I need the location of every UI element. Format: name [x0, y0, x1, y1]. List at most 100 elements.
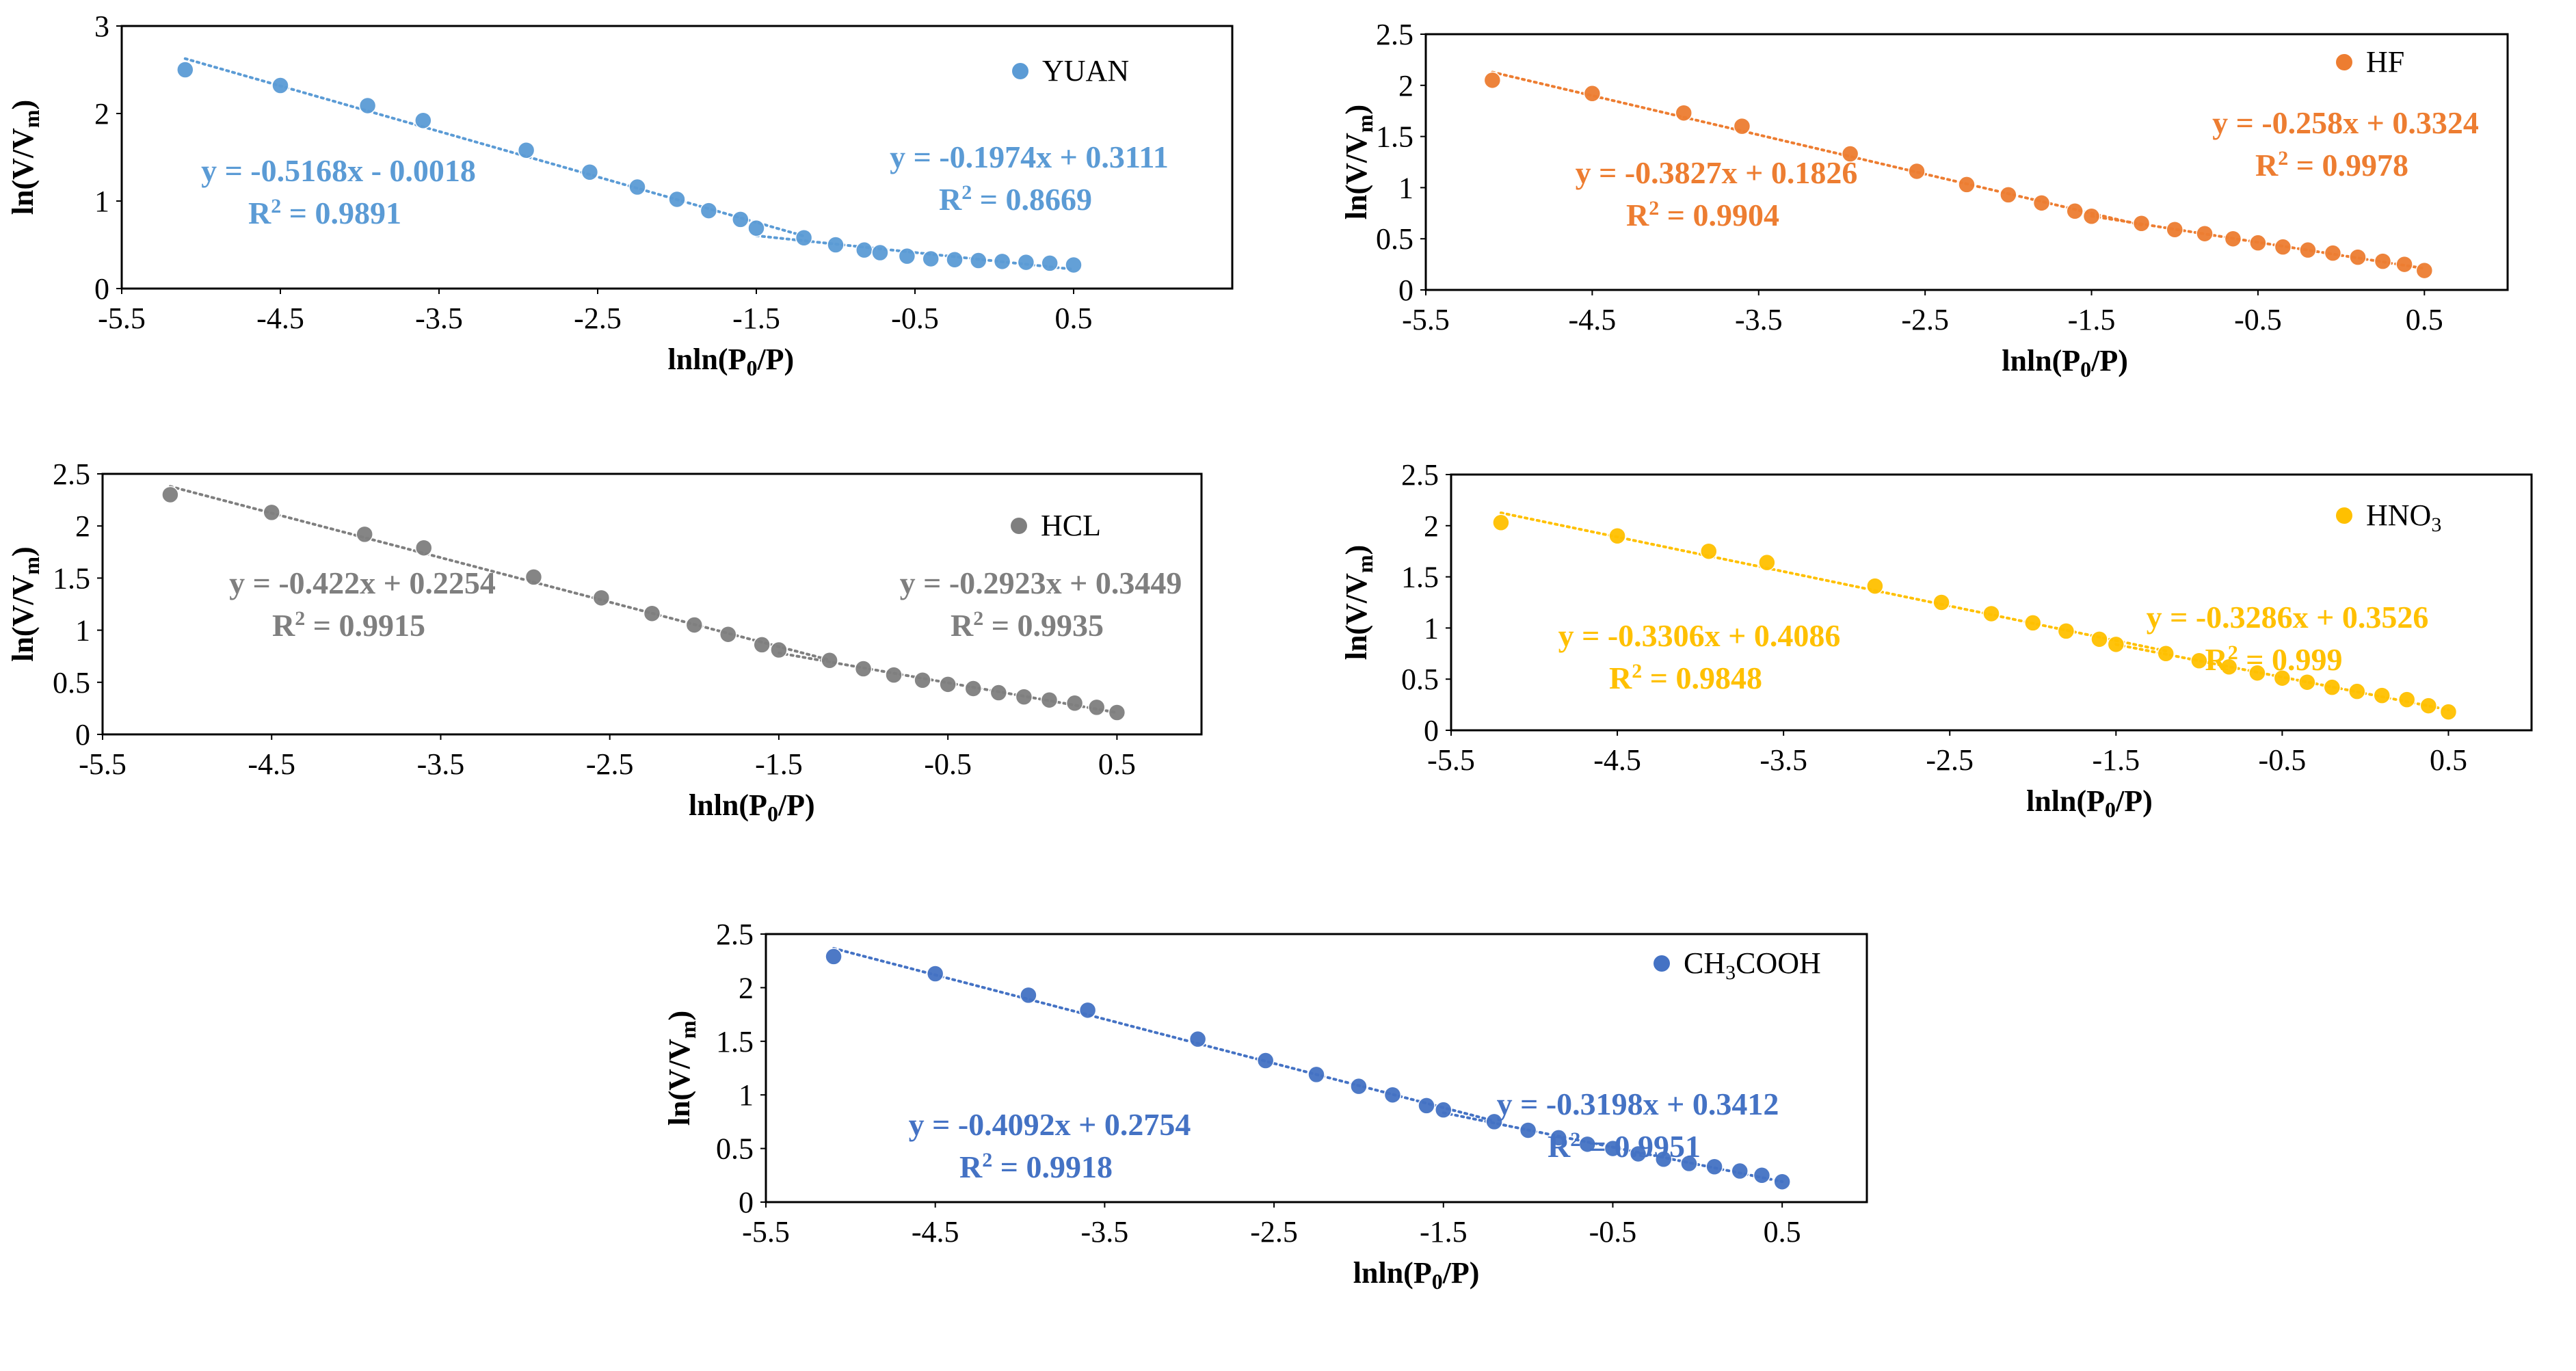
data-point: [1933, 594, 1950, 611]
data-point: [1982, 604, 2000, 623]
data-point: [1418, 1097, 1435, 1115]
data-point: [719, 625, 737, 643]
data-point: [1435, 1101, 1452, 1119]
data-point: [592, 589, 611, 607]
x-tick-label: 0.5: [2430, 743, 2467, 777]
y-axis-title: ln(V/Vm): [6, 100, 44, 215]
trendline-1: [1491, 70, 2143, 227]
data-point: [964, 680, 982, 697]
data-point: [2373, 687, 2391, 704]
y-tick-label: 2.5: [53, 457, 90, 491]
data-point: [643, 604, 661, 622]
data-point: [898, 247, 916, 265]
x-tick-label: -3.5: [417, 747, 465, 781]
data-point: [1017, 253, 1035, 271]
data-point: [1519, 1121, 1537, 1139]
trendline-1: [168, 485, 832, 662]
trendline-1: [832, 946, 1496, 1123]
data-point: [2032, 194, 2051, 212]
legend-label: HF: [2366, 45, 2404, 79]
legend-label: CH3COOH: [1684, 946, 1821, 984]
data-point: [854, 660, 873, 678]
data-point: [1700, 542, 1718, 560]
y-axis-title: ln(V/Vm): [6, 546, 44, 661]
x-tick-label: -3.5: [1760, 743, 1807, 777]
y-axis-title: ln(V/Vm): [1340, 545, 1377, 660]
data-point: [732, 211, 749, 228]
y-tick-label: 1: [739, 1078, 754, 1112]
data-point: [1758, 553, 1776, 572]
fit-r2-2: R2 = 0.9951: [1548, 1128, 1701, 1164]
data-point: [1041, 254, 1059, 272]
legend-marker: [1012, 63, 1028, 79]
data-point: [1065, 256, 1083, 274]
data-point: [926, 965, 944, 983]
data-point: [1492, 514, 1510, 532]
fit-equation-1: y = -0.422x + 0.2254: [229, 565, 496, 600]
data-point: [2349, 248, 2367, 266]
fit-r2-2: R2 = 0.8669: [939, 181, 1092, 217]
y-tick-label: 2: [75, 509, 90, 543]
x-tick-label: -2.5: [574, 302, 622, 335]
x-tick-label: -1.5: [732, 302, 780, 335]
plot-frame: [1450, 473, 2533, 732]
data-point: [525, 568, 543, 586]
data-point: [1731, 1162, 1749, 1180]
x-tick-label: 0.5: [1764, 1215, 1801, 1249]
data-point: [1705, 1158, 1723, 1176]
data-point: [356, 525, 373, 544]
data-point: [1680, 1154, 1698, 1173]
data-point: [1108, 704, 1126, 721]
y-tick-label: 1: [1398, 171, 1413, 204]
data-point: [825, 948, 842, 966]
data-point: [358, 96, 377, 115]
data-point: [2415, 261, 2434, 280]
x-tick-label: -4.5: [912, 1215, 959, 1249]
fit-r2-2: R2 = 0.9978: [2255, 147, 2408, 183]
x-axis-title: lnln(P0/P): [2002, 344, 2128, 382]
data-point: [753, 636, 771, 654]
data-point: [1583, 85, 1602, 103]
chart-yuan-svg: 0 1 2 3 -5.5 -4.5 -3.5 -2.5 -1.5 -0.5 0.5 lnln(P0/P…: [6, 10, 1234, 380]
y-tick-label: 0: [94, 272, 109, 306]
x-tick-label: -2.5: [586, 747, 634, 781]
data-point: [1733, 117, 1751, 135]
data-point: [517, 142, 535, 159]
fit-r2-1: R2 = 0.9915: [272, 607, 425, 643]
data-point: [2000, 186, 2017, 204]
x-tick-label: -0.5: [924, 747, 972, 781]
x-tick-label: -5.5: [98, 302, 146, 335]
x-axis-title: lnln(P0/P): [2026, 784, 2153, 822]
x-tick-label: -3.5: [415, 302, 463, 335]
data-point: [1908, 162, 1926, 181]
data-point: [2190, 652, 2208, 670]
plot-frame: [120, 25, 1234, 290]
data-point: [1753, 1167, 1771, 1184]
x-axis-title: lnln(P0/P): [1353, 1256, 1480, 1294]
data-point: [1256, 1052, 1275, 1069]
fit-r2-1: R2 = 0.9848: [1609, 660, 1762, 695]
data-point: [668, 190, 686, 209]
data-point: [2082, 207, 2101, 226]
data-point: [2224, 230, 2242, 248]
y-axis-title: ln(V/Vm): [663, 1011, 700, 1126]
legend-label: YUAN: [1042, 54, 1129, 88]
y-tick-label: 2: [94, 97, 109, 131]
legend-marker: [1011, 518, 1027, 534]
data-point: [1020, 986, 1037, 1004]
y-tick-label: 2: [1424, 509, 1439, 543]
y-tick-label: 2.5: [716, 918, 754, 951]
data-point: [1773, 1173, 1791, 1190]
chart-ch3cooh: 0 0.5 1 1.5 2 2.5 -5.5 -4.5 -3.5 -2.5 -1.5 -0.5 0.5 l…: [656, 889, 1928, 1368]
x-tick-label: -3.5: [1081, 1215, 1129, 1249]
x-tick-label: -0.5: [1589, 1215, 1637, 1249]
x-tick-label: -5.5: [79, 747, 127, 781]
data-point: [2249, 234, 2267, 252]
fit-equation-2: y = -0.3286x + 0.3526: [2147, 600, 2429, 635]
y-axis-title: ln(V/Vm): [1340, 105, 1377, 219]
data-point: [2066, 202, 2084, 220]
x-tick-label: -4.5: [248, 747, 295, 781]
y-tick-label: 1: [94, 185, 109, 218]
data-point: [914, 671, 931, 689]
plot-frame: [1424, 33, 2509, 291]
